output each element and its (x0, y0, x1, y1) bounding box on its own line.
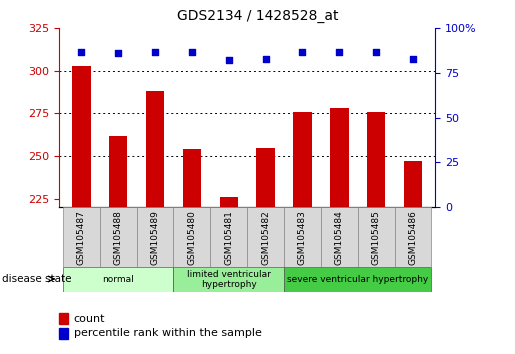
Bar (72, 66, 91, 207)
Bar (321, 207, 358, 267)
Bar (174, 207, 210, 267)
Text: count: count (74, 314, 105, 324)
Point (298, 49, 306, 55)
Text: limited ventricular
hypertrophy: limited ventricular hypertrophy (187, 270, 271, 289)
Bar (210, 207, 247, 267)
Point (114, 51, 123, 56)
Bar (293, 112, 312, 207)
Point (188, 49, 196, 55)
Text: GSM105484: GSM105484 (335, 210, 344, 264)
Bar (358, 207, 394, 267)
Text: GSM105485: GSM105485 (372, 210, 381, 265)
Text: GSM105481: GSM105481 (224, 210, 233, 265)
Bar (219, 197, 238, 207)
Point (335, 49, 344, 55)
Bar (404, 161, 422, 207)
Text: GSM105482: GSM105482 (261, 210, 270, 264)
Point (151, 49, 159, 55)
Bar (100, 207, 136, 267)
Text: severe ventricular hypertrophy: severe ventricular hypertrophy (287, 275, 428, 284)
Point (262, 56, 270, 62)
Bar (136, 207, 174, 267)
Bar (284, 207, 321, 267)
Bar (109, 136, 127, 207)
Text: GSM105486: GSM105486 (408, 210, 418, 265)
Bar (284, 267, 432, 292)
Bar (183, 149, 201, 207)
Text: normal: normal (102, 275, 134, 284)
Text: disease state: disease state (2, 274, 71, 284)
Bar (367, 112, 385, 207)
Bar (59, 313, 68, 324)
Bar (247, 207, 284, 267)
Text: GSM105489: GSM105489 (150, 210, 160, 265)
Text: GSM105483: GSM105483 (298, 210, 307, 265)
Text: percentile rank within the sample: percentile rank within the sample (74, 329, 262, 338)
Bar (63, 207, 100, 267)
Bar (256, 148, 275, 207)
Bar (59, 328, 68, 339)
Bar (146, 91, 164, 207)
Text: GSM105488: GSM105488 (114, 210, 123, 265)
Point (225, 58, 233, 63)
Bar (174, 267, 284, 292)
Point (409, 56, 417, 62)
Text: GSM105480: GSM105480 (187, 210, 196, 265)
Point (77, 49, 85, 55)
Bar (63, 267, 174, 292)
Text: GSM105487: GSM105487 (77, 210, 86, 265)
Bar (330, 108, 349, 207)
Point (372, 49, 380, 55)
Text: GDS2134 / 1428528_at: GDS2134 / 1428528_at (177, 9, 338, 23)
Bar (394, 207, 432, 267)
